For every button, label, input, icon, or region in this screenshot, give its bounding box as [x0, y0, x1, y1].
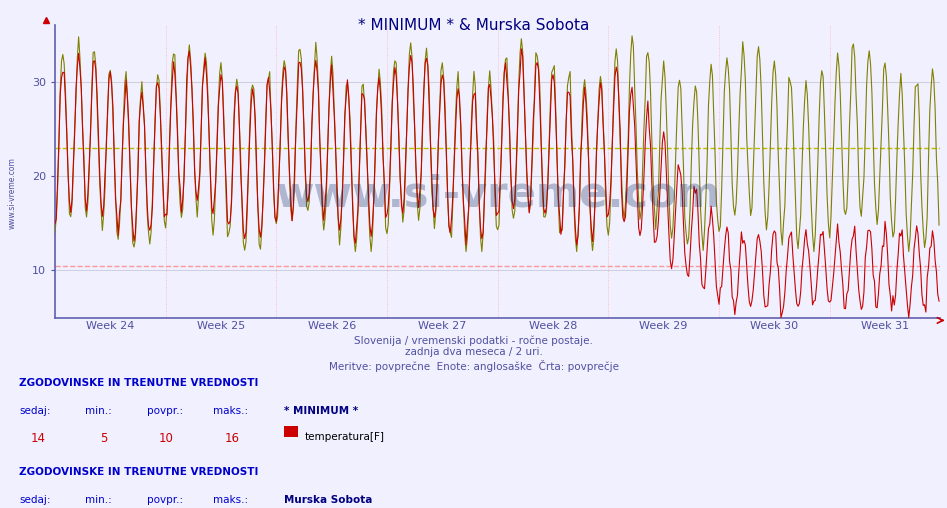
Text: Week 31: Week 31	[861, 321, 909, 331]
Text: zadnja dva meseca / 2 uri.: zadnja dva meseca / 2 uri.	[404, 347, 543, 358]
Text: Week 27: Week 27	[419, 321, 467, 331]
Text: min.:: min.:	[85, 406, 112, 417]
Text: sedaj:: sedaj:	[19, 495, 50, 505]
Text: povpr.:: povpr.:	[147, 406, 183, 417]
Text: sedaj:: sedaj:	[19, 406, 50, 417]
Text: Week 25: Week 25	[197, 321, 245, 331]
Text: Week 26: Week 26	[308, 321, 356, 331]
Text: Week 24: Week 24	[86, 321, 134, 331]
Text: * MINIMUM *: * MINIMUM *	[284, 406, 358, 417]
Text: Slovenija / vremenski podatki - ročne postaje.: Slovenija / vremenski podatki - ročne po…	[354, 335, 593, 346]
Text: www.si-vreme.com: www.si-vreme.com	[8, 157, 17, 229]
Text: Week 29: Week 29	[639, 321, 688, 331]
Text: povpr.:: povpr.:	[147, 495, 183, 505]
Text: www.si-vreme.com: www.si-vreme.com	[276, 174, 720, 216]
Text: maks.:: maks.:	[213, 406, 248, 417]
Text: temperatura[F]: temperatura[F]	[305, 432, 384, 442]
Text: Meritve: povprečne  Enote: anglosaške  Črta: povprečje: Meritve: povprečne Enote: anglosaške Črt…	[329, 360, 618, 372]
Text: ZGODOVINSKE IN TRENUTNE VREDNOSTI: ZGODOVINSKE IN TRENUTNE VREDNOSTI	[19, 378, 259, 389]
Text: * MINIMUM * & Murska Sobota: * MINIMUM * & Murska Sobota	[358, 18, 589, 33]
Text: maks.:: maks.:	[213, 495, 248, 505]
Text: 16: 16	[224, 432, 240, 445]
Text: 5: 5	[100, 432, 108, 445]
Text: 10: 10	[158, 432, 173, 445]
Text: min.:: min.:	[85, 495, 112, 505]
Text: Week 28: Week 28	[528, 321, 577, 331]
Text: ZGODOVINSKE IN TRENUTNE VREDNOSTI: ZGODOVINSKE IN TRENUTNE VREDNOSTI	[19, 467, 259, 478]
Text: Week 30: Week 30	[750, 321, 798, 331]
Text: Murska Sobota: Murska Sobota	[284, 495, 372, 505]
Text: 14: 14	[30, 432, 45, 445]
